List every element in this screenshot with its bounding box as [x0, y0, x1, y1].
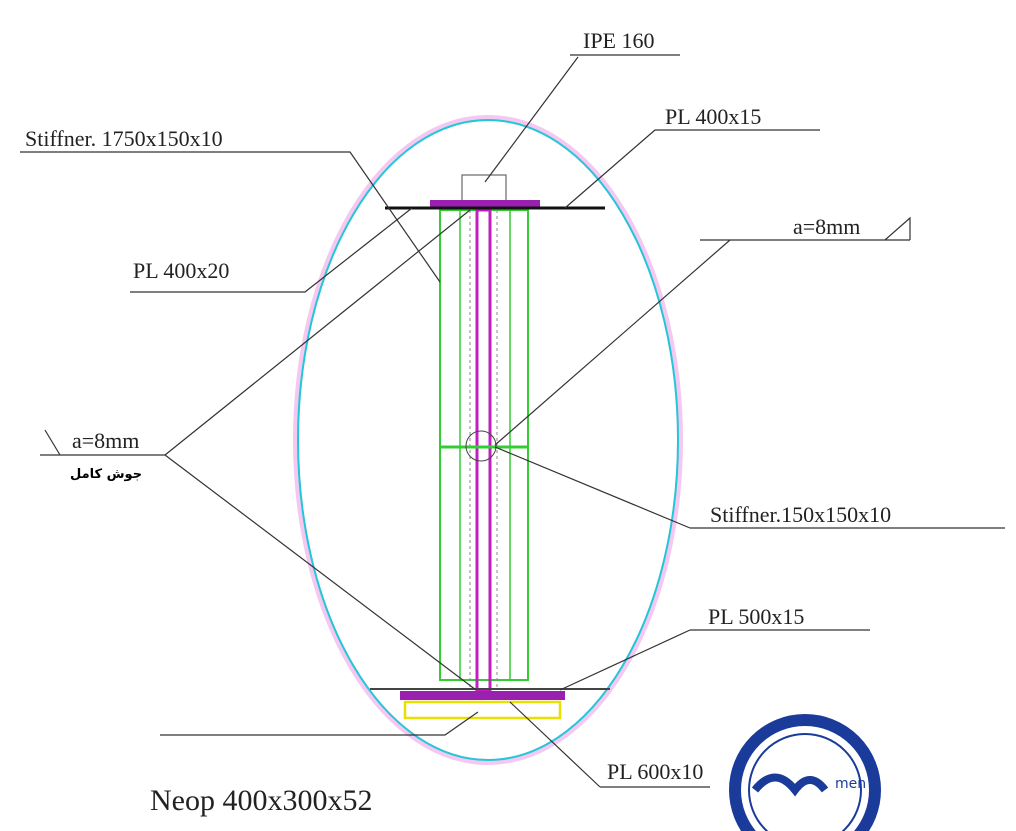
label: PL 400x20 [133, 258, 229, 283]
label: Stiffner.150x150x10 [710, 502, 891, 527]
leaders [20, 54, 1005, 788]
outline-halo [293, 115, 683, 765]
column [370, 174, 610, 720]
label: a=8mm [793, 214, 860, 239]
label: a=8mm [72, 428, 139, 453]
detail-ellipse [297, 119, 679, 761]
label: Stiffner. 1750x150x10 [25, 126, 223, 151]
label: PL 600x10 [607, 759, 703, 784]
label: IPE 160 [583, 28, 655, 53]
label: جوش کامل [70, 467, 142, 482]
label: PL 500x15 [708, 604, 804, 629]
label: Neop 400x300x52 [150, 784, 372, 817]
label: PL 400x15 [665, 104, 761, 129]
logo-text: men [835, 776, 866, 792]
logo: men [729, 714, 881, 831]
